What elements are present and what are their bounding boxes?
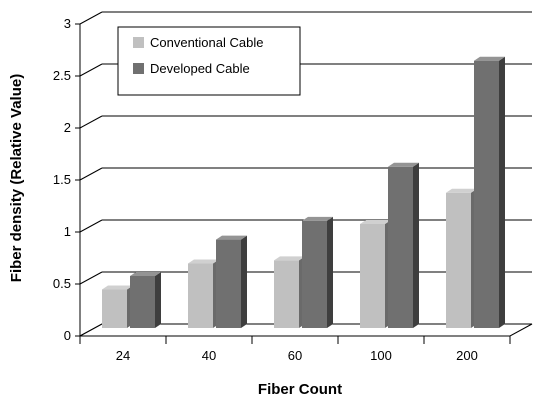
bar-developed-cable-60 xyxy=(302,216,333,328)
bar-top xyxy=(360,220,391,224)
bars-layer xyxy=(102,56,505,328)
bar-front xyxy=(274,260,299,328)
bar-top xyxy=(102,285,133,290)
grid-diagonal xyxy=(79,219,103,233)
y-tick-label: 1 xyxy=(64,224,71,239)
bar-top xyxy=(474,56,505,61)
bar-conventional-cable-40 xyxy=(188,259,219,328)
bar-front xyxy=(474,60,499,328)
bar-side xyxy=(413,162,419,328)
bar-top xyxy=(130,272,161,276)
bar-conventional-cable-100 xyxy=(360,220,391,328)
grid-diagonal xyxy=(79,63,103,77)
bar-side xyxy=(155,272,161,328)
bar-front xyxy=(102,289,127,328)
bar-developed-cable-200 xyxy=(474,56,505,328)
x-tick-label: 60 xyxy=(288,348,302,363)
bar-front xyxy=(446,192,471,328)
x-axis-title: Fiber Count xyxy=(258,381,342,398)
legend-swatch xyxy=(133,37,144,48)
legend-swatch xyxy=(133,63,144,74)
grid-diagonal xyxy=(79,271,103,285)
grid-diagonal xyxy=(79,167,103,181)
y-tick-label: 2.5 xyxy=(53,68,71,83)
x-tick-label: 100 xyxy=(370,348,392,363)
bar-top xyxy=(388,162,419,167)
legend: Conventional Cable Developed Cable xyxy=(117,26,301,96)
x-tick-label: 24 xyxy=(116,348,130,363)
y-tick-label: 0.5 xyxy=(53,276,71,291)
x-tick-labels: 24 40 60 100 200 xyxy=(116,348,478,363)
grid-diagonal xyxy=(79,115,103,129)
bar-front xyxy=(130,276,155,328)
y-tick-label: 0 xyxy=(64,328,71,343)
bar-conventional-cable-24 xyxy=(102,285,133,328)
y-tick-labels: 0 0.5 1 1.5 2 2.5 3 xyxy=(53,16,71,343)
bar-developed-cable-40 xyxy=(216,235,247,328)
x-tick-label: 200 xyxy=(456,348,478,363)
y-tick-label: 3 xyxy=(64,16,71,31)
bar-top xyxy=(188,259,219,264)
legend-label: Conventional Cable xyxy=(150,35,263,50)
legend-label: Developed Cable xyxy=(150,61,250,76)
bar-side xyxy=(327,216,333,328)
bar-side xyxy=(499,56,505,328)
y-axis-title: Fiber density (Relative Value) xyxy=(8,74,25,282)
bar-front xyxy=(302,220,327,328)
bar-front xyxy=(388,166,413,328)
bar-developed-cable-24 xyxy=(130,272,161,328)
bar-top xyxy=(216,235,247,240)
bar-front xyxy=(216,239,241,328)
bar-conventional-cable-200 xyxy=(446,188,477,328)
bar-top xyxy=(302,216,333,221)
bar-side xyxy=(241,235,247,328)
y-tick-label: 2 xyxy=(64,120,71,135)
bar-front xyxy=(188,263,213,328)
bar-conventional-cable-60 xyxy=(274,256,305,328)
bar-front xyxy=(360,224,385,328)
grid-diagonal xyxy=(79,11,103,25)
legend-box xyxy=(117,26,301,96)
bar-top xyxy=(446,188,477,193)
bar-developed-cable-100 xyxy=(388,162,419,328)
bar-top xyxy=(274,256,305,261)
x-tick-label: 40 xyxy=(202,348,216,363)
y-tick-label: 1.5 xyxy=(53,172,71,187)
